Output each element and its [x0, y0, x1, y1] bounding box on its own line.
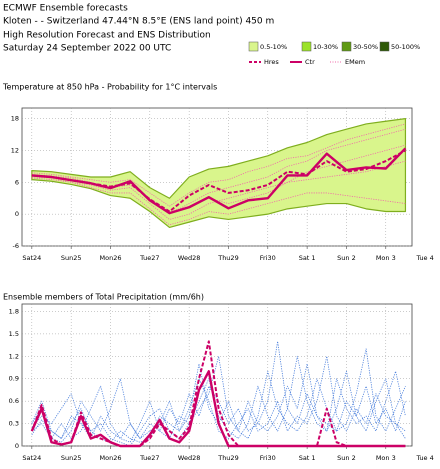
y-tick-label: 18	[11, 115, 19, 123]
x-tick-label: Sat24	[22, 454, 41, 462]
x-tick-label: Fri30	[260, 454, 276, 462]
legend-swatch	[341, 41, 352, 52]
chart-title: Temperature at 850 hPa - Probability for…	[2, 83, 217, 92]
y-tick-label: 1.2	[9, 352, 19, 360]
legend-label: Ctr	[305, 58, 315, 66]
chart-title: Ensemble members of Total Precipitation …	[3, 293, 204, 302]
legend-swatch	[379, 41, 390, 52]
legend-label: 0.5-10%	[260, 43, 287, 51]
x-tick-label: Sun25	[61, 254, 82, 262]
plot-frame	[21, 303, 413, 447]
probability-band	[31, 118, 407, 229]
ensemble-member	[31, 144, 406, 220]
x-tick-label: Tue 4	[415, 454, 433, 462]
ensemble-member	[31, 355, 406, 447]
x-tick-label: Sun25	[61, 454, 82, 462]
y-tick-label: 6	[15, 178, 19, 186]
legend-swatch	[248, 41, 259, 52]
x-tick-label: Mon 3	[376, 454, 396, 462]
y-tick-label: 12	[11, 146, 19, 154]
legend-label: 10-30%	[313, 43, 338, 51]
x-tick-label: Tue27	[139, 254, 159, 262]
control-line	[30, 370, 406, 448]
x-tick-label: Thu29	[217, 454, 238, 462]
x-tick-label: Tue27	[139, 454, 159, 462]
legend-label: EMem	[345, 58, 365, 66]
subtitle: High Resolution Forecast and ENS Distrib…	[3, 31, 211, 41]
y-tick-label: 1.5	[9, 330, 19, 338]
x-tick-label: Tue 4	[415, 254, 433, 262]
legend-label: Hres	[264, 58, 279, 66]
y-tick-label: 0	[15, 210, 19, 218]
ensemble-member	[31, 123, 406, 207]
legend-label: 30-50%	[353, 43, 378, 51]
date: Saturday 24 September 2022 00 UTC	[3, 44, 171, 54]
x-tick-label: Sat 1	[299, 254, 316, 262]
x-tick-label: Mon26	[99, 454, 121, 462]
x-tick-label: Thu29	[217, 254, 238, 262]
ensemble-member	[31, 355, 406, 443]
ensemble-member	[31, 355, 406, 443]
x-tick-label: Sun 2	[337, 254, 356, 262]
x-tick-label: Sun 2	[337, 454, 356, 462]
legend-label: 50-100%	[391, 43, 420, 51]
location: Kloten - - Switzerland 47.44°N 8.5°E (EN…	[3, 17, 274, 27]
y-tick-label: 0.3	[9, 420, 19, 428]
legend-swatch	[301, 41, 312, 52]
x-tick-label: Mon 3	[376, 254, 396, 262]
x-tick-label: Sat24	[22, 254, 41, 262]
x-tick-label: Mon26	[99, 254, 121, 262]
ensemble-member	[31, 177, 406, 226]
x-tick-label: Sat 1	[299, 454, 316, 462]
ensemble-member	[31, 340, 406, 443]
org: ECMWF Ensemble forecasts	[3, 4, 128, 14]
y-tick-label: 0.9	[9, 375, 19, 383]
y-tick-label: 1.8	[9, 307, 19, 315]
x-tick-label: Wed28	[178, 254, 200, 262]
y-tick-label: 0.6	[9, 397, 19, 405]
y-tick-label: -6	[13, 242, 19, 250]
y-tick-label: 0	[15, 442, 19, 450]
x-tick-label: Fri30	[260, 254, 276, 262]
control-line	[31, 147, 407, 215]
x-tick-label: Wed28	[178, 454, 200, 462]
